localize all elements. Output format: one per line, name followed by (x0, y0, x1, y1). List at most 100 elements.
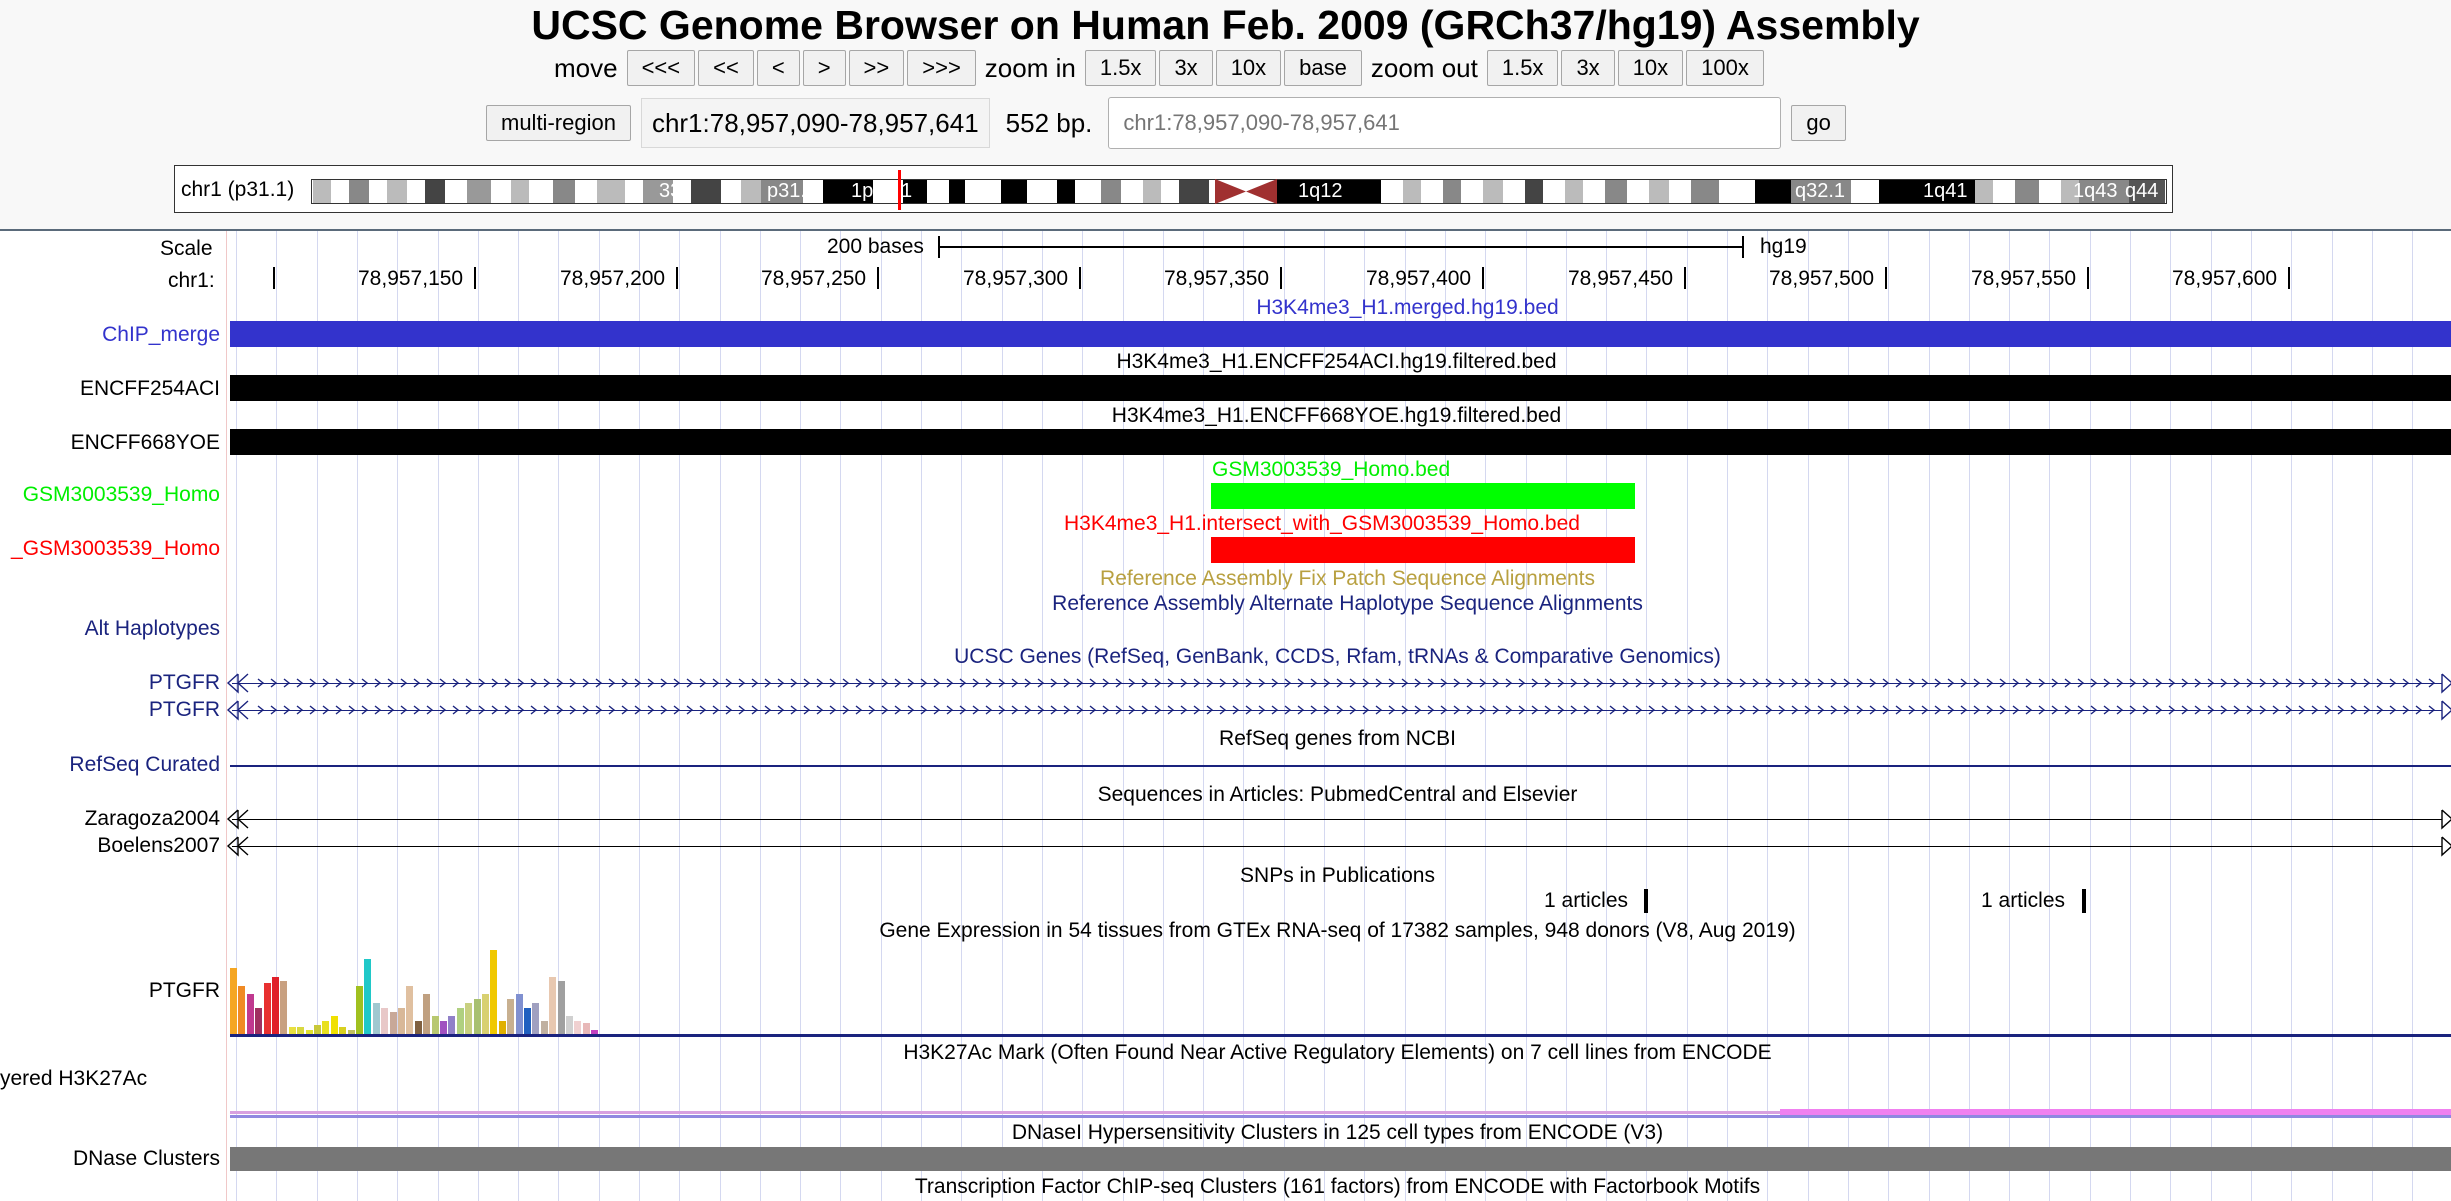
snp-pub-2-label[interactable]: 1 articles (1981, 889, 2066, 912)
gtex-tissue-bar[interactable] (457, 1008, 464, 1034)
encff254-feature[interactable] (230, 375, 2451, 401)
zoom-out-10x-button[interactable]: 10x (1617, 50, 1684, 86)
gtex-tissue-bar[interactable] (230, 968, 237, 1034)
gridline (1284, 231, 1285, 1201)
gtex-tissue-bar[interactable] (280, 981, 287, 1034)
gtex-tissue-bar[interactable] (331, 1016, 338, 1034)
gtex-tissue-bar[interactable] (339, 1027, 346, 1034)
gtex-tissue-bar[interactable] (356, 986, 363, 1034)
gtex-tissue-bar[interactable] (238, 986, 245, 1034)
move-left-far-button[interactable]: <<< (626, 50, 696, 86)
ucsc-gene-label-1[interactable]: PTGFR (148, 671, 220, 694)
zoom-in-base-button[interactable]: base (1284, 50, 1362, 86)
refseq-label[interactable]: RefSeq Curated (69, 753, 220, 776)
gtex-tissue-bar[interactable] (398, 1008, 405, 1034)
gtex-tissue-bar[interactable] (474, 999, 481, 1034)
gtex-tissue-bar[interactable] (448, 1016, 455, 1034)
gtex-tissue-bar[interactable] (566, 1016, 573, 1034)
dnase-feature[interactable] (230, 1147, 2451, 1171)
gtex-expression-bars[interactable] (230, 946, 890, 1034)
gtex-tissue-bar[interactable] (490, 950, 497, 1034)
gridline (1203, 231, 1204, 1201)
gtex-tissue-bar[interactable] (390, 1012, 397, 1034)
gtex-tissue-bar[interactable] (499, 1021, 506, 1034)
intersect-label[interactable]: _GSM3003539_Homo (11, 537, 220, 560)
gtex-tissue-bar[interactable] (314, 1025, 321, 1034)
gridline (1526, 231, 1527, 1201)
h3k27ac-signal-1 (230, 1111, 2451, 1114)
ucsc-gene-2-feature[interactable] (226, 700, 2451, 721)
h3k27ac-label[interactable]: yered H3K27Ac (0, 1067, 148, 1090)
gtex-tissue-bar[interactable] (465, 1003, 472, 1034)
gtex-tissue-bar[interactable] (364, 959, 371, 1034)
go-button[interactable]: go (1791, 105, 1846, 141)
gtex-tissue-bar[interactable] (297, 1027, 304, 1034)
gtex-tissue-bar[interactable] (549, 977, 556, 1034)
position-search-input[interactable] (1108, 97, 1782, 149)
ucsc-gene-1-feature[interactable] (226, 673, 2451, 694)
gtex-tissue-bar[interactable] (591, 1030, 598, 1034)
move-right-medium-button[interactable]: >> (848, 50, 905, 86)
gtex-tissue-bar[interactable] (524, 1008, 531, 1034)
gtex-tissue-bar[interactable] (574, 1021, 581, 1034)
gtex-tissue-bar[interactable] (440, 1021, 447, 1034)
dnase-label[interactable]: DNase Clusters (72, 1147, 220, 1170)
gtex-tissue-bar[interactable] (306, 1030, 313, 1034)
gtex-tissue-bar[interactable] (381, 1008, 388, 1034)
track-image[interactable]: Scale chr1: 200 bases hg19 78,957,150 78,… (0, 231, 2451, 1201)
gsm-feature[interactable] (1211, 483, 1635, 509)
gtex-tissue-bar[interactable] (415, 1021, 422, 1034)
snp-pub-2-marker[interactable] (2082, 889, 2086, 913)
snp-pub-1-marker[interactable] (1644, 889, 1648, 913)
gtex-tissue-bar[interactable] (482, 994, 489, 1034)
gtex-tissue-bar[interactable] (255, 1008, 262, 1034)
zoom-out-3x-button[interactable]: 3x (1561, 50, 1615, 86)
encff668-feature[interactable] (230, 429, 2451, 455)
snp-pub-1-label[interactable]: 1 articles (1544, 889, 1629, 912)
gtex-tissue-bar[interactable] (423, 994, 430, 1034)
gtex-tissue-bar[interactable] (516, 994, 523, 1034)
gtex-tissue-bar[interactable] (507, 999, 514, 1034)
gtex-label[interactable]: PTGFR (148, 979, 220, 1002)
gtex-tissue-bar[interactable] (348, 1030, 355, 1034)
zoom-out-100x-button[interactable]: 100x (1686, 50, 1764, 86)
alt-haplotypes-label[interactable]: Alt Haplotypes (84, 617, 220, 640)
zoom-out-label: zoom out (1370, 52, 1478, 83)
ucsc-gene-label-2[interactable]: PTGFR (148, 698, 220, 721)
move-right-far-button[interactable]: >>> (907, 50, 976, 86)
gtex-tissue-bar[interactable] (272, 977, 279, 1034)
move-left-button[interactable]: < (756, 50, 800, 86)
gtex-tissue-bar[interactable] (264, 983, 271, 1034)
gtex-tissue-bar[interactable] (432, 1016, 439, 1034)
gtex-tissue-bar[interactable] (322, 1021, 329, 1034)
pubs-item-1-label[interactable]: Zaragoza2004 (84, 807, 220, 830)
gtex-tissue-bar[interactable] (583, 1023, 590, 1034)
multi-region-button[interactable]: multi-region (486, 105, 631, 141)
move-right-button[interactable]: > (802, 50, 846, 86)
zoom-in-1.5x-button[interactable]: 1.5x (1084, 50, 1157, 86)
gtex-tissue-bar[interactable] (541, 1021, 548, 1034)
zoom-in-10x-button[interactable]: 10x (1215, 50, 1282, 86)
zoom-out-1.5x-button[interactable]: 1.5x (1486, 50, 1559, 86)
encff668-label[interactable]: ENCFF668YOE (70, 431, 220, 454)
encff254-label[interactable]: ENCFF254ACI (79, 377, 220, 400)
gtex-tissue-bar[interactable] (289, 1027, 296, 1034)
pubs-item-1-feature[interactable] (226, 809, 2451, 830)
zoom-in-3x-button[interactable]: 3x (1159, 50, 1213, 86)
gtex-tissue-bar[interactable] (406, 986, 413, 1034)
gtex-tissue-bar[interactable] (247, 994, 254, 1034)
gtex-tissue-bar[interactable] (373, 1003, 380, 1034)
region-size: 552 bp. (1005, 107, 1093, 138)
chromosome-ideogram[interactable]: chr1 (p31.1) 33 p31.3 1p31.1 1q12 q32.1 … (174, 165, 2173, 213)
pubs-item-2-feature[interactable] (226, 836, 2451, 857)
move-left-medium-button[interactable]: << (698, 50, 754, 86)
gtex-tissue-bar[interactable] (532, 1003, 539, 1034)
gtex-tissue-bar[interactable] (558, 981, 565, 1034)
intersect-feature[interactable] (1211, 537, 1635, 563)
pubs-item-2-label[interactable]: Boelens2007 (97, 834, 220, 857)
chip-merge-feature[interactable] (230, 321, 2451, 347)
chip-merge-label[interactable]: ChIP_merge (102, 323, 220, 346)
refseq-feature[interactable] (230, 765, 2451, 767)
gsm-label[interactable]: GSM3003539_Homo (22, 483, 220, 506)
gridline (2332, 231, 2333, 1201)
